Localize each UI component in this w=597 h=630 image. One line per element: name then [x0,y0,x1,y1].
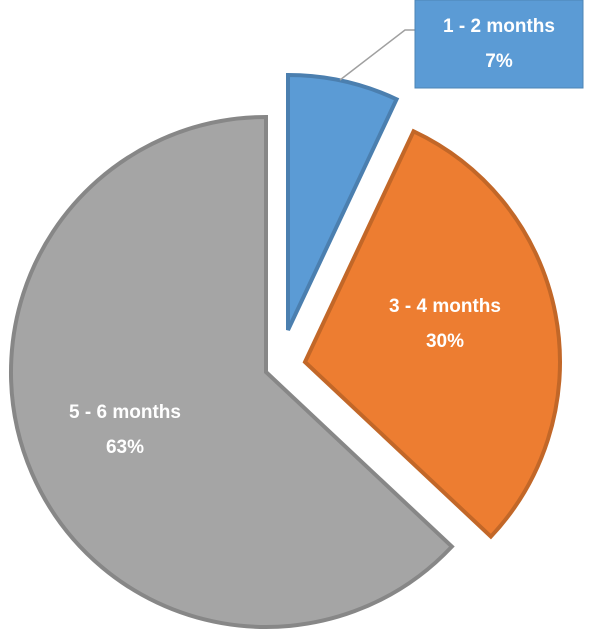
slice-value-label: 7% [485,51,513,72]
slice-label: 3 - 4 months [389,296,501,317]
slice-label: 5 - 6 months [69,402,181,423]
slice-label: 1 - 2 months [443,16,555,37]
pie-slice [302,128,562,540]
slice-value-label: 30% [426,331,464,352]
pie-slice [9,114,455,629]
leader-line [339,29,415,81]
pie-slice [286,72,400,331]
label-box [414,0,584,89]
slice-value-label: 63% [106,437,144,458]
